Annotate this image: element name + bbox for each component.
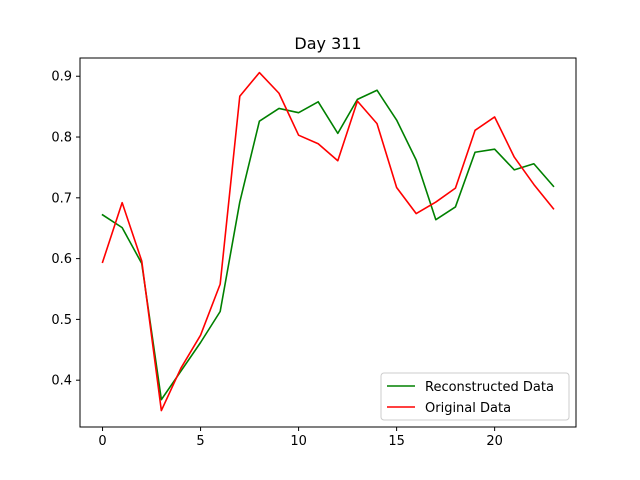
series-line-1 [101,89,555,401]
y-tick-label: 0.7 [51,191,72,206]
legend-label-1: Reconstructed Data [425,380,554,395]
x-tick-label: 15 [388,434,405,449]
x-tick-label: 5 [196,434,204,449]
x-tick-label: 20 [486,434,503,449]
y-tick-label: 0.5 [51,313,72,328]
legend-box [380,372,570,421]
x-tick-label: 0 [98,434,106,449]
y-tick-label: 0.6 [51,252,72,267]
legend: Reconstructed Data Original Data [380,372,570,421]
chart-title: Day 311 [294,34,361,53]
series-line-2 [101,71,555,412]
y-tick-label: 0.8 [51,131,72,146]
y-tick-label: 0.9 [51,70,72,85]
axes-frame [79,57,577,428]
legend-label-2: Original Data [425,401,511,416]
x-tick-label: 10 [290,434,307,449]
plot-area: 0 5 10 15 20 0.4 0.5 0.6 0.7 0.8 0.9 [51,57,577,449]
y-tick-label: 0.4 [51,374,72,389]
